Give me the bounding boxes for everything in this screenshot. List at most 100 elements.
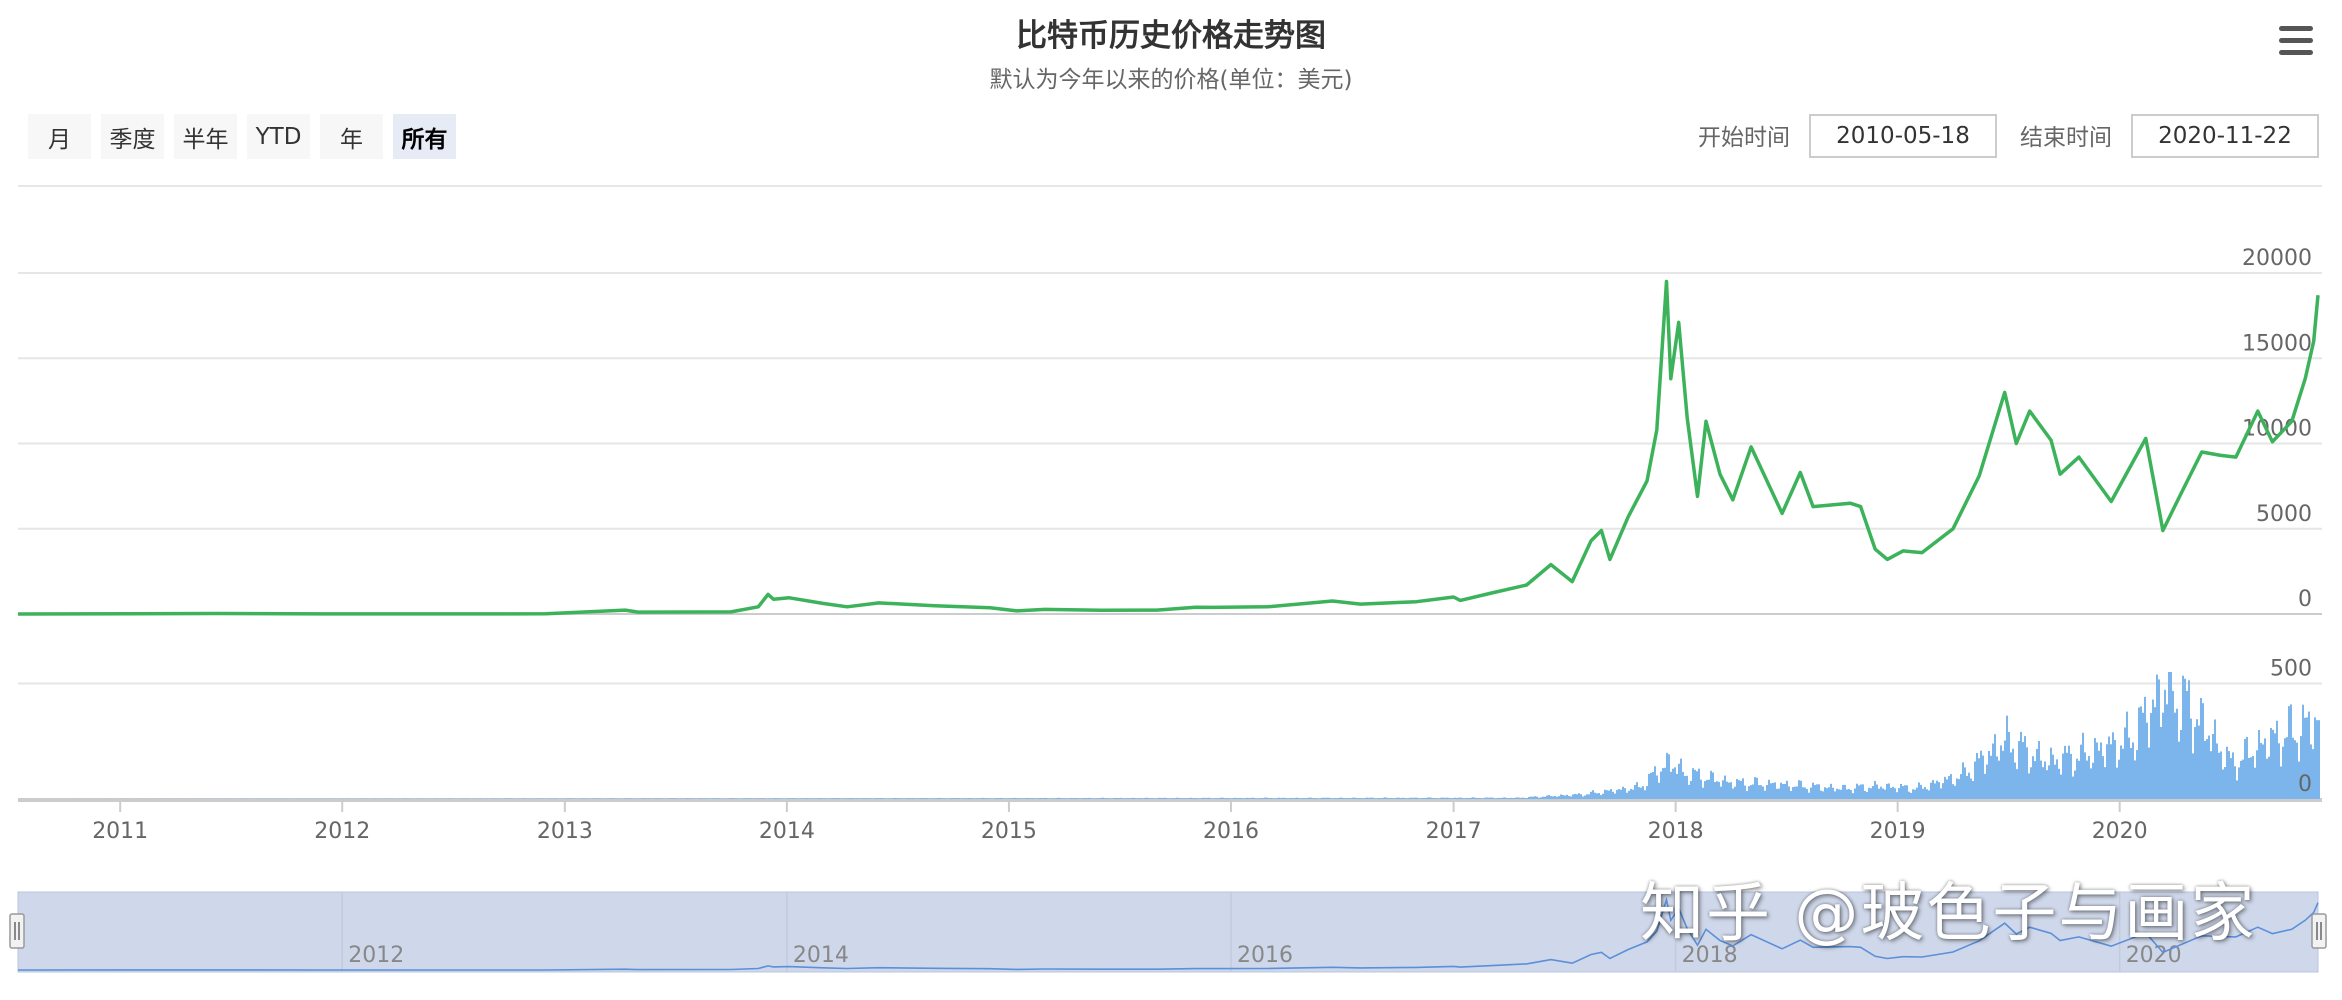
- volume-bar: [580, 798, 582, 799]
- volume-bar: [1430, 797, 1432, 799]
- volume-bar: [670, 798, 672, 799]
- volume-bar: [2128, 737, 2130, 799]
- start-date-input[interactable]: 2010-05-18: [1809, 114, 1997, 158]
- volume-bar: [1226, 798, 1228, 799]
- volume-bar: [1624, 788, 1626, 799]
- volume-bar: [630, 798, 632, 799]
- volume-bar: [2000, 745, 2002, 799]
- volume-bar: [1702, 787, 1704, 799]
- volume-bar: [956, 798, 958, 799]
- volume-bar: [2136, 750, 2138, 799]
- volume-bar: [1596, 793, 1598, 799]
- volume-bar: [2268, 756, 2270, 799]
- volume-bar: [2276, 720, 2278, 799]
- volume-bar: [1338, 797, 1340, 799]
- volume-bar: [1432, 798, 1434, 799]
- volume-bar: [836, 798, 838, 799]
- volume-bar: [2164, 689, 2166, 799]
- volume-bar: [1174, 798, 1176, 799]
- volume-bar: [1518, 797, 1520, 799]
- volume-bar: [1992, 743, 1994, 799]
- volume-bar: [1312, 798, 1314, 799]
- volume-bar: [1664, 767, 1666, 799]
- range-button-year[interactable]: 年: [320, 114, 383, 159]
- volume-bar: [1362, 798, 1364, 799]
- volume-bar: [1836, 788, 1838, 799]
- navigator: 2012 2014 2016 2018 2020: [9, 891, 2327, 973]
- volume-bar: [2310, 744, 2312, 799]
- end-date-label: 结束时间: [2020, 125, 2112, 151]
- volume-bar: [1972, 780, 1974, 799]
- volume-bar: [1876, 784, 1878, 799]
- volume-bar: [1050, 798, 1052, 799]
- volume-bar: [1622, 786, 1624, 799]
- volume-bar: [1072, 798, 1074, 799]
- range-button-quarter[interactable]: 季度: [101, 114, 164, 159]
- volume-bar: [736, 798, 738, 799]
- volume-bar: [880, 798, 882, 799]
- volume-bar: [1926, 789, 1928, 799]
- range-button-ytd[interactable]: YTD: [247, 114, 310, 159]
- volume-bar: [824, 798, 826, 799]
- volume-bar: [2002, 750, 2004, 799]
- range-button-month[interactable]: 月: [28, 114, 91, 159]
- volume-bar: [1410, 797, 1412, 799]
- volume-bar: [1102, 797, 1104, 799]
- volume-bar: [2254, 767, 2256, 799]
- volume-bar: [854, 798, 856, 799]
- volume-bar: [1444, 797, 1446, 799]
- volume-bar: [1188, 797, 1190, 799]
- volume-bar: [910, 798, 912, 799]
- volume-bar: [1592, 790, 1594, 799]
- volume-bar: [1644, 790, 1646, 799]
- volume-bar: [820, 798, 822, 799]
- volume-bar: [1744, 785, 1746, 799]
- volume-bar: [874, 798, 876, 799]
- volume-bar: [1588, 794, 1590, 799]
- volume-bar: [2284, 738, 2286, 799]
- volume-bar: [1290, 797, 1292, 799]
- volume-bar: [2070, 753, 2072, 799]
- hamburger-menu-icon[interactable]: [2279, 26, 2313, 56]
- navigator-handle-right[interactable]: [2311, 913, 2327, 949]
- volume-bar: [734, 798, 736, 799]
- volume-bar: [1660, 771, 1662, 799]
- volume-bar: [2294, 740, 2296, 799]
- volume-bar: [2292, 737, 2294, 799]
- volume-bar: [2236, 780, 2238, 799]
- volume-bar: [952, 798, 954, 799]
- volume-bar: [1638, 787, 1640, 799]
- volume-bar: [1928, 790, 1930, 799]
- volume-bar: [1248, 797, 1250, 799]
- end-date-input[interactable]: 2020-11-22: [2131, 114, 2319, 158]
- volume-bar: [1476, 798, 1478, 799]
- volume-bar: [772, 798, 774, 799]
- volume-bar: [870, 798, 872, 799]
- navigator-handle-left[interactable]: [9, 913, 25, 949]
- volume-bar: [1834, 791, 1836, 799]
- volume-bar: [1246, 797, 1248, 799]
- volume-bar: [1968, 772, 1970, 799]
- volume-bar: [2300, 736, 2302, 799]
- volume-bar: [2238, 767, 2240, 799]
- volume-bar: [2040, 760, 2042, 799]
- range-button-half-year[interactable]: 半年: [174, 114, 237, 159]
- volume-bar: [1184, 798, 1186, 799]
- volume-bar: [1484, 797, 1486, 799]
- volume-bar: [492, 798, 494, 799]
- volume-bar: [862, 798, 864, 799]
- volume-bar: [1088, 797, 1090, 799]
- volume-bar: [1976, 753, 1978, 799]
- volume-bar: [1580, 794, 1582, 799]
- volume-bar: [1262, 798, 1264, 799]
- volume-bar: [1104, 798, 1106, 799]
- volume-tick-label: 500: [2270, 657, 2312, 682]
- volume-bar: [2270, 727, 2272, 799]
- volume-bar: [1350, 798, 1352, 799]
- range-button-all[interactable]: 所有: [393, 114, 456, 159]
- volume-bar: [1552, 796, 1554, 799]
- volume-bar: [1538, 797, 1540, 799]
- volume-bar: [814, 798, 816, 799]
- volume-bar: [976, 798, 978, 799]
- volume-bar: [610, 798, 612, 799]
